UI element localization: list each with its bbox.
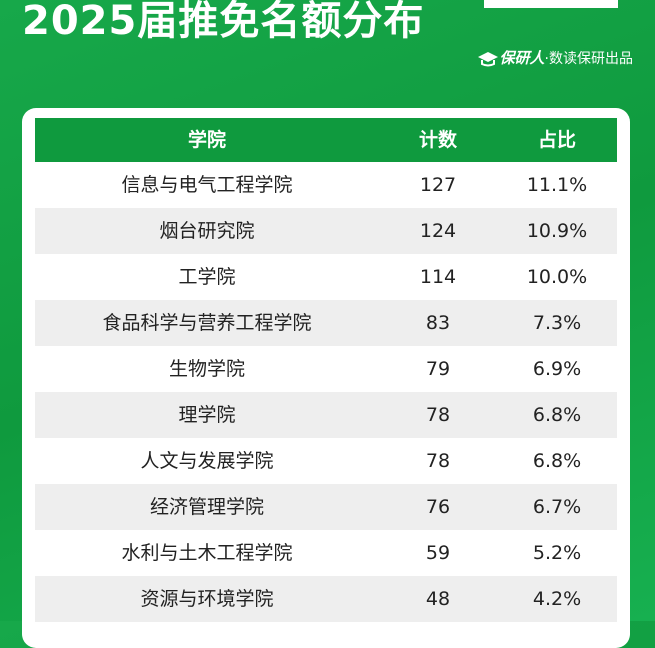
top-tab: [484, 0, 618, 8]
table-row: 人文与发展学院 78 6.8%: [35, 438, 617, 484]
table-cell: 59: [425, 542, 451, 564]
page: 2025届推免名额分布 保研人 ·数读保研出品 学院 计数 占比 信息与电气工程学院…: [0, 0, 655, 622]
table-cell: 资源与环境学院: [140, 588, 274, 610]
table-cell: 79: [425, 358, 451, 380]
table-row: 经济管理学院 76 6.7%: [35, 484, 617, 530]
table-cell: 水利与土木工程学院: [121, 542, 293, 564]
table-cell: 10.0%: [526, 266, 588, 288]
table-cell: 生物学院: [168, 358, 245, 380]
table-row: 信息与电气工程学院 127 11.1%: [35, 162, 617, 208]
table-cell: 经济管理学院: [149, 496, 264, 518]
table-cell: 114: [419, 266, 457, 288]
byline: 保研人 ·数读保研出品: [476, 47, 633, 68]
table-card: [22, 108, 630, 648]
table-cell: 78: [425, 450, 451, 472]
column-header: 计数: [418, 129, 457, 151]
table-cell: 78: [425, 404, 451, 426]
table-cell: 食品科学与营养工程学院: [102, 312, 312, 334]
byline-text: ·数读保研出品: [544, 50, 633, 67]
logo-icon: [477, 51, 498, 66]
table-cell: 6.8%: [532, 404, 582, 426]
table-cell: 7.3%: [532, 312, 582, 334]
table-cell: 6.7%: [532, 496, 582, 518]
table-cell: 4.2%: [532, 588, 582, 610]
table-cell: 信息与电气工程学院: [121, 174, 293, 196]
table-cell: 理学院: [178, 404, 236, 426]
table-cell: 10.9%: [526, 220, 588, 242]
table-cell: 烟台研究院: [159, 220, 255, 242]
table-row: 食品科学与营养工程学院 83 7.3%: [35, 300, 617, 346]
table-cell: 工学院: [178, 266, 236, 288]
table-header: 学院 计数 占比: [35, 118, 617, 162]
column-header: 占比: [537, 129, 576, 151]
table-cell: 6.8%: [532, 450, 582, 472]
table-row: 生物学院 79 6.9%: [35, 346, 617, 392]
title: 2025届推免名额分布: [22, 0, 425, 44]
table-cell: 6.9%: [532, 358, 582, 380]
table-row: 工学院 114 10.0%: [35, 254, 617, 300]
table-cell: 11.1%: [526, 174, 588, 196]
table-cell: 5.2%: [532, 542, 582, 564]
table-cell: 127: [419, 174, 457, 196]
table-row: 资源与环境学院 48 4.2%: [35, 576, 617, 622]
table-row: 烟台研究院 124 10.9%: [35, 208, 617, 254]
table-cell: 124: [419, 220, 457, 242]
column-header: 学院: [187, 129, 226, 151]
table-row: 理学院 78 6.8%: [35, 392, 617, 438]
table-cell: 76: [425, 496, 451, 518]
table-cell: 83: [425, 312, 451, 334]
table-cell: 人文与发展学院: [140, 450, 274, 472]
table-row: 水利与土木工程学院 59 5.2%: [35, 530, 617, 576]
brand: 保研人: [499, 49, 545, 67]
table-cell: 48: [425, 588, 451, 610]
